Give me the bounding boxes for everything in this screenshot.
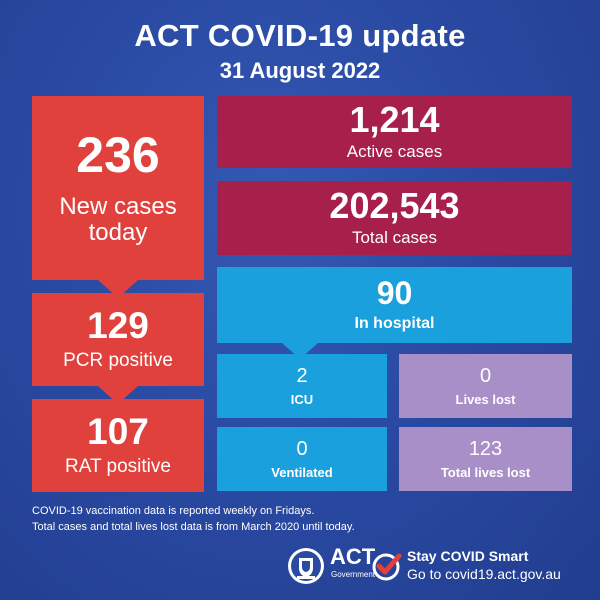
total-cases-tile: 202,543 Total cases xyxy=(217,181,572,255)
new-cases-label: New cases today xyxy=(59,193,177,246)
covid-website-link[interactable]: Go to covid19.act.gov.au xyxy=(407,566,561,582)
check-circle-icon xyxy=(372,553,402,581)
active-cases-tile: 1,214 Active cases xyxy=(217,96,572,168)
pcr-positive-label: PCR positive xyxy=(63,350,173,371)
update-date: 31 August 2022 xyxy=(219,58,381,83)
in-hospital-value: 90 xyxy=(376,275,413,311)
lives-lost-tile: 0 Lives lost xyxy=(399,354,572,418)
new-cases-tile: 236 New cases today xyxy=(32,96,204,280)
new-cases-value: 236 xyxy=(76,127,160,183)
page-title: ACT COVID-19 update xyxy=(134,18,466,53)
icu-value: 2 xyxy=(296,364,308,387)
icu-tile: 2 ICU xyxy=(217,354,387,418)
total-cases-label: Total cases xyxy=(351,228,438,247)
pcr-positive-value: 129 xyxy=(87,305,149,346)
icu-label: ICU xyxy=(290,391,314,407)
rat-positive-value: 107 xyxy=(87,411,149,452)
footnotes: COVID-19 vaccination data is reported we… xyxy=(32,503,572,535)
active-cases-label: Active cases xyxy=(346,142,443,161)
total-lives-lost-tile: 123 Total lives lost xyxy=(399,427,572,491)
total-lives-lost-label: Total lives lost xyxy=(440,464,531,480)
ventilated-label: Ventilated xyxy=(271,464,333,480)
lives-lost-label: Lives lost xyxy=(455,391,516,407)
footnote-line: Total cases and total lives lost data is… xyxy=(32,521,355,533)
ventilated-value: 0 xyxy=(296,437,308,460)
pcr-positive-tile: 129 PCR positive xyxy=(32,293,204,386)
in-hospital-tile: 90 In hospital xyxy=(217,267,572,343)
active-cases-value: 1,214 xyxy=(349,99,440,140)
act-logo-subtext: Government xyxy=(331,570,376,579)
act-government-crest-icon xyxy=(288,548,324,584)
total-cases-value: 202,543 xyxy=(329,185,460,226)
in-hospital-label: In hospital xyxy=(354,315,435,332)
ventilated-tile: 0 Ventilated xyxy=(217,427,387,491)
act-logo-text: ACT xyxy=(330,544,376,569)
stay-covid-smart-title: Stay COVID Smart xyxy=(407,548,529,564)
total-lives-lost-value: 123 xyxy=(468,437,503,460)
footnote-line: COVID-19 vaccination data is reported we… xyxy=(32,505,315,517)
lives-lost-value: 0 xyxy=(479,364,492,387)
rat-positive-tile: 107 RAT positive xyxy=(32,399,204,492)
rat-positive-label: RAT positive xyxy=(65,456,171,477)
